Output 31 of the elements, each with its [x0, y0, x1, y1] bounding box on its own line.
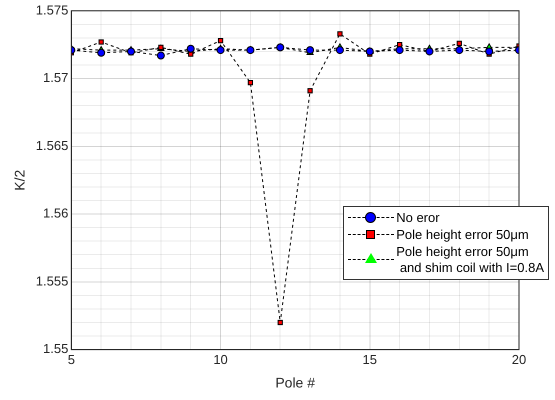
x-axis-title: Pole #: [275, 374, 316, 390]
point: [456, 40, 462, 46]
point: [248, 80, 254, 86]
x-tick-label: 20: [512, 352, 526, 367]
legend-label: Pole height error 50μm: [396, 226, 529, 243]
legend-label: Pole height error 50μm and shim coil with I=0.8A: [396, 244, 544, 276]
point: [307, 88, 313, 94]
point: [455, 46, 464, 54]
point: [97, 48, 106, 57]
point: [216, 46, 225, 54]
y-tick-label: 1.55: [43, 341, 68, 356]
point: [278, 320, 283, 326]
y-axis-title: K/2: [11, 169, 28, 191]
x-tick-label: 10: [213, 352, 228, 367]
x-tick-label: 15: [362, 352, 378, 367]
point: [337, 31, 343, 36]
y-tick-label: 1.575: [36, 2, 68, 18]
y-tick-label: 1.57: [43, 70, 68, 86]
legend-label: No eror: [396, 210, 440, 226]
x-tick-label: 5: [68, 352, 75, 367]
y-tick-label: 1.555: [36, 273, 68, 288]
point: [485, 47, 494, 56]
point: [98, 39, 104, 45]
point: [156, 52, 165, 60]
point: [218, 38, 224, 44]
point: [396, 46, 404, 54]
point: [336, 46, 344, 54]
y-tick-label: 1.565: [36, 138, 68, 153]
y-tick-label: 1.56: [43, 206, 68, 221]
point: [127, 47, 136, 56]
point: [188, 52, 194, 57]
